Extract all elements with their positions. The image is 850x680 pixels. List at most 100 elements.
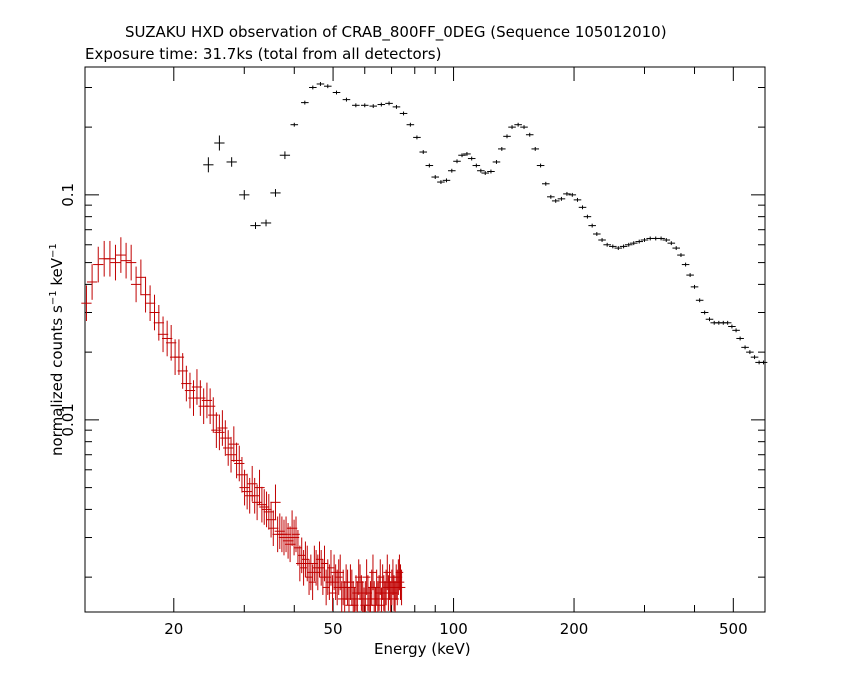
data-point: [250, 222, 261, 229]
data-point: [377, 102, 386, 107]
x-tick-label: 50: [324, 620, 343, 638]
data-point: [157, 316, 169, 353]
data-point: [242, 473, 253, 510]
data-point: [514, 122, 522, 127]
y-axis-label: normalized counts s−1 keV−1: [48, 243, 66, 456]
data-point: [327, 550, 335, 586]
data-point: [396, 564, 405, 600]
data-point: [385, 101, 393, 106]
y-axis-label-unit: keV: [48, 257, 66, 291]
data-point: [278, 519, 290, 556]
data-point: [583, 214, 592, 219]
data-point: [93, 246, 104, 283]
data-point: [741, 345, 749, 350]
data-point: [677, 253, 685, 258]
data-point: [323, 559, 332, 595]
data-point: [279, 151, 291, 160]
data-point: [419, 150, 428, 154]
data-point: [498, 146, 506, 151]
data-point: [270, 484, 281, 521]
data-point: [657, 236, 665, 241]
data-point: [732, 328, 740, 333]
data-point: [568, 192, 577, 197]
data-point: [236, 456, 248, 493]
data-point: [503, 134, 511, 139]
data-point: [508, 125, 516, 130]
data-point: [251, 484, 263, 521]
data-point: [322, 569, 330, 606]
data-point: [305, 559, 313, 595]
data-point: [542, 181, 550, 186]
data-point: [284, 526, 296, 563]
data-point: [166, 325, 177, 361]
data-point: [598, 238, 606, 242]
data-point: [239, 469, 250, 506]
data-point: [477, 168, 485, 173]
data-point: [303, 545, 312, 582]
data-point: [481, 171, 490, 175]
data-point: [369, 104, 378, 109]
data-point: [593, 232, 601, 236]
data-point: [282, 523, 294, 559]
data-point: [573, 197, 582, 202]
series-0: [203, 82, 768, 365]
data-point: [256, 486, 268, 523]
data-point: [323, 84, 332, 89]
data-point: [695, 298, 704, 303]
data-point: [239, 190, 250, 200]
data-point: [686, 273, 694, 278]
x-tick-label: 500: [719, 620, 748, 638]
data-point: [619, 244, 628, 249]
data-point: [437, 180, 445, 184]
x-tick-label: 20: [164, 620, 183, 638]
data-point: [234, 445, 245, 482]
data-point: [635, 239, 644, 244]
data-point: [296, 545, 304, 582]
y-tick-label: 0.01: [59, 403, 77, 436]
data-point: [259, 489, 270, 525]
data-point: [672, 246, 680, 251]
x-axis-label: Energy (keV): [374, 640, 471, 658]
data-point: [525, 132, 534, 137]
data-point: [231, 442, 242, 479]
data-series: [81, 82, 768, 612]
data-point: [360, 103, 369, 108]
data-point: [588, 223, 596, 228]
data-point: [297, 537, 306, 574]
data-point: [369, 554, 377, 591]
data-point: [406, 122, 415, 127]
data-point: [153, 304, 164, 341]
data-point: [667, 241, 676, 246]
data-point: [307, 554, 315, 591]
data-point: [640, 238, 649, 242]
data-point: [463, 152, 471, 156]
data-point: [374, 581, 382, 612]
data-point: [614, 246, 623, 251]
data-point: [578, 205, 587, 210]
data-point: [557, 196, 566, 201]
data-point: [520, 125, 528, 130]
data-point: [328, 575, 337, 611]
data-point: [292, 516, 300, 553]
data-point: [531, 146, 540, 151]
data-point: [261, 491, 272, 528]
axis-ticks: [85, 67, 766, 612]
data-point: [342, 97, 351, 102]
x-tick-label: 200: [560, 620, 589, 638]
data-point: [681, 262, 690, 267]
data-point: [536, 163, 545, 168]
data-point: [217, 410, 228, 446]
data-point: [746, 350, 754, 355]
data-point: [629, 241, 638, 246]
data-point: [249, 477, 260, 514]
data-point: [334, 559, 343, 595]
data-point: [700, 310, 709, 315]
data-point: [301, 541, 310, 578]
data-point: [662, 238, 671, 242]
data-point: [425, 163, 434, 168]
data-point: [211, 412, 222, 448]
data-point: [448, 168, 456, 173]
data-point: [81, 285, 92, 322]
data-point: [225, 436, 237, 473]
